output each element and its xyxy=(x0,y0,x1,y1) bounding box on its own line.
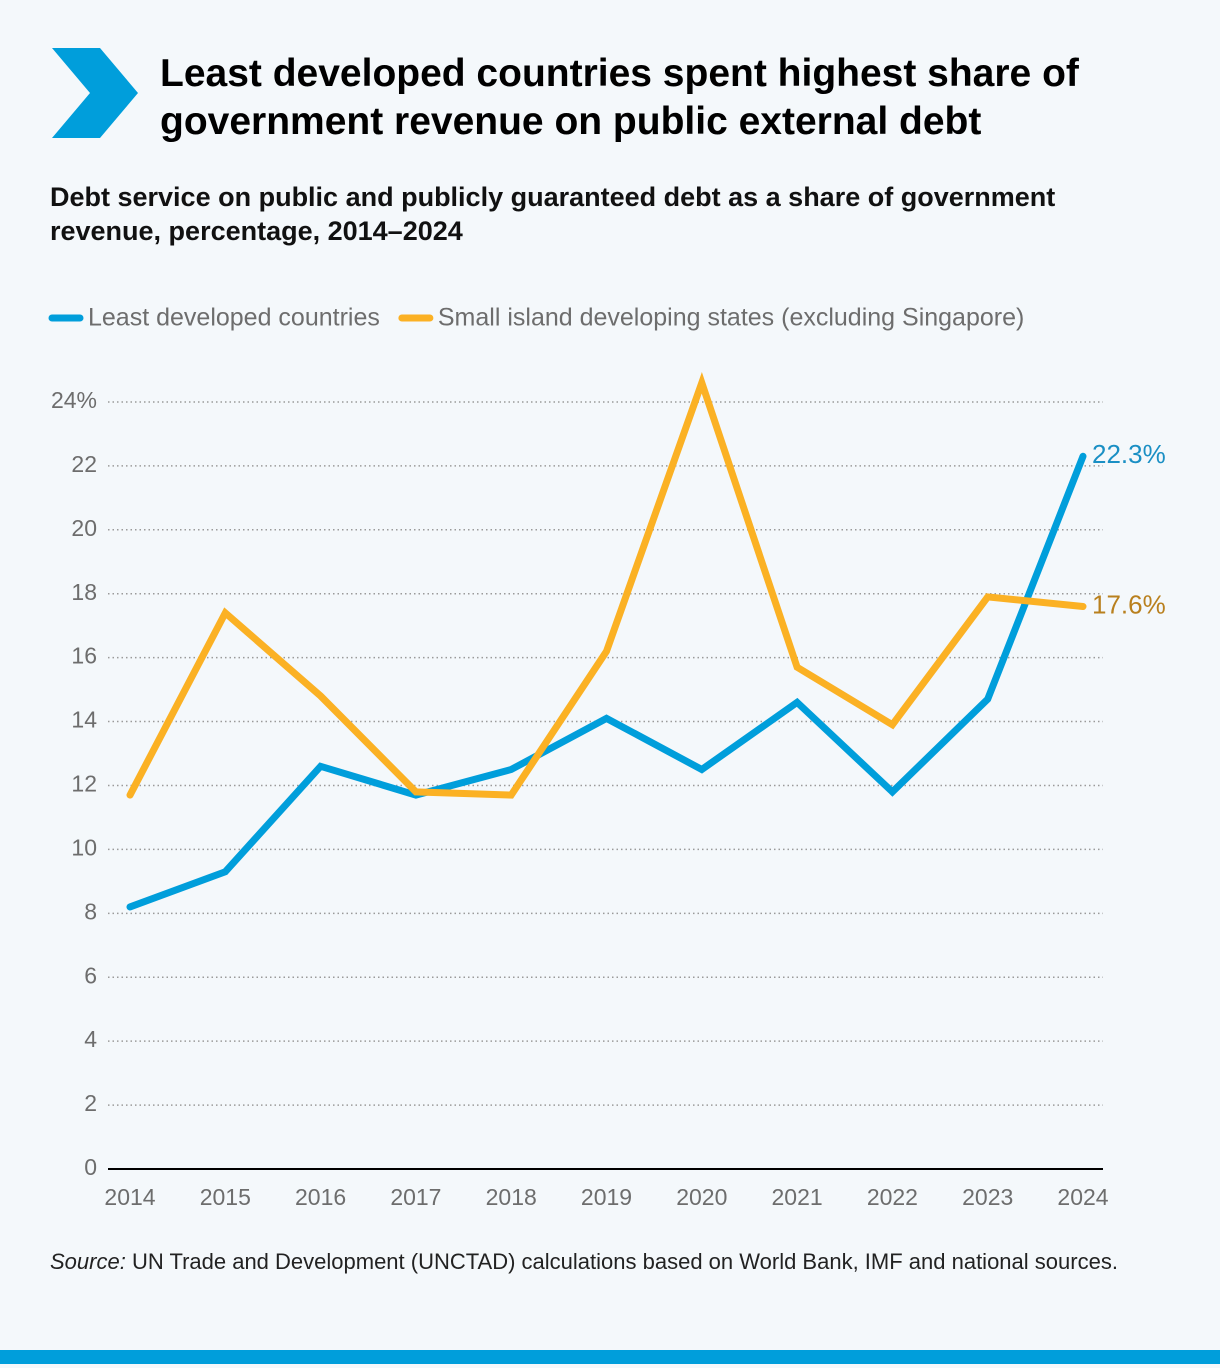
source-text: UN Trade and Development (UNCTAD) calcul… xyxy=(131,1249,1118,1274)
x-tick-label: 2014 xyxy=(104,1184,155,1210)
y-tick-label: 22 xyxy=(71,451,97,477)
y-tick-label: 6 xyxy=(84,962,97,988)
y-tick-label: 2 xyxy=(84,1090,97,1116)
y-tick-label: 0 xyxy=(84,1154,97,1180)
y-tick-label: 18 xyxy=(71,579,97,605)
y-tick-label: 8 xyxy=(84,898,97,924)
series-line xyxy=(126,452,1087,911)
x-tick-label: 2016 xyxy=(295,1184,346,1210)
x-tick-label: 2019 xyxy=(581,1184,632,1210)
series-line xyxy=(126,372,1087,799)
x-tick-label: 2021 xyxy=(772,1184,823,1210)
x-tick-label: 2017 xyxy=(390,1184,441,1210)
bottom-bar xyxy=(0,1350,1220,1364)
y-tick-label: 14 xyxy=(71,707,97,733)
x-tick-label: 2024 xyxy=(1057,1184,1108,1210)
x-tick-label: 2023 xyxy=(962,1184,1013,1210)
x-tick-label: 2022 xyxy=(867,1184,918,1210)
legend-label: Least developed countries xyxy=(88,304,380,332)
chart-subtitle: Debt service on public and publicly guar… xyxy=(50,182,1056,246)
legend-label: Small island developing states (excludin… xyxy=(438,304,1024,332)
y-tick-label: 16 xyxy=(71,643,97,669)
value-label: 22.3% xyxy=(1092,439,1166,469)
chart-title: Least developed countries spent highest … xyxy=(160,52,1079,143)
y-tick-label: 4 xyxy=(84,1026,97,1052)
y-tick-label: 24% xyxy=(51,387,97,413)
x-tick-label: 2015 xyxy=(200,1184,251,1210)
y-tick-label: 12 xyxy=(71,771,97,797)
source-prefix: Source: xyxy=(50,1249,126,1274)
y-tick-label: 10 xyxy=(71,834,97,860)
x-tick-label: 2018 xyxy=(486,1184,537,1210)
y-tick-label: 20 xyxy=(71,515,97,541)
source-note: Source: UN Trade and Development (UNCTAD… xyxy=(50,1248,1150,1276)
value-label: 17.6% xyxy=(1092,589,1166,619)
x-tick-label: 2020 xyxy=(676,1184,727,1210)
chevron-icon xyxy=(52,48,138,138)
